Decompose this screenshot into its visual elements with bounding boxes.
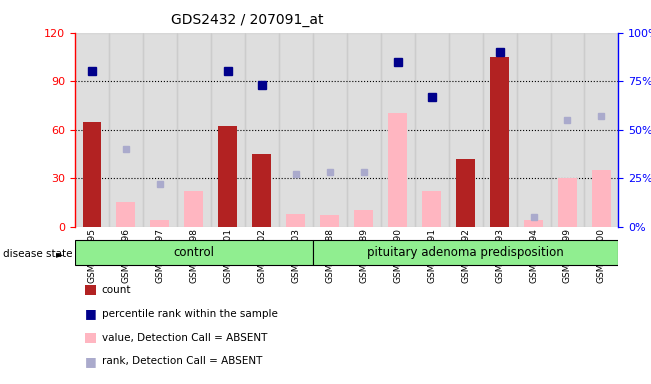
Text: GDS2432 / 207091_at: GDS2432 / 207091_at: [171, 13, 324, 27]
Bar: [117, 202, 135, 227]
Bar: [184, 191, 203, 227]
Bar: [490, 57, 509, 227]
Bar: [320, 215, 339, 227]
Bar: [551, 33, 585, 227]
Bar: [422, 191, 441, 227]
Text: ■: ■: [85, 307, 96, 320]
Bar: [218, 126, 237, 227]
Bar: [286, 214, 305, 227]
Text: count: count: [102, 285, 131, 295]
Bar: [381, 33, 415, 227]
Bar: [482, 33, 516, 227]
Bar: [456, 159, 475, 227]
Bar: [253, 154, 271, 227]
Bar: [177, 33, 211, 227]
Bar: [558, 178, 577, 227]
Bar: [150, 220, 169, 227]
Text: control: control: [173, 246, 214, 259]
Bar: [585, 33, 618, 227]
Bar: [449, 33, 482, 227]
Text: pituitary adenoma predisposition: pituitary adenoma predisposition: [367, 246, 564, 259]
Bar: [592, 170, 611, 227]
Bar: [346, 33, 381, 227]
Bar: [83, 121, 101, 227]
Bar: [415, 33, 449, 227]
Text: ►: ►: [56, 249, 64, 259]
Bar: [524, 220, 543, 227]
Bar: [388, 113, 407, 227]
FancyBboxPatch shape: [75, 240, 312, 265]
Text: ■: ■: [85, 355, 96, 368]
Bar: [211, 33, 245, 227]
Bar: [279, 33, 312, 227]
Text: percentile rank within the sample: percentile rank within the sample: [102, 309, 277, 319]
Bar: [143, 33, 177, 227]
Bar: [312, 33, 346, 227]
Text: value, Detection Call = ABSENT: value, Detection Call = ABSENT: [102, 333, 267, 343]
Text: disease state: disease state: [3, 249, 73, 259]
Bar: [75, 33, 109, 227]
Text: rank, Detection Call = ABSENT: rank, Detection Call = ABSENT: [102, 356, 262, 366]
Bar: [516, 33, 551, 227]
FancyBboxPatch shape: [312, 240, 618, 265]
Bar: [354, 210, 373, 227]
Bar: [245, 33, 279, 227]
Bar: [109, 33, 143, 227]
